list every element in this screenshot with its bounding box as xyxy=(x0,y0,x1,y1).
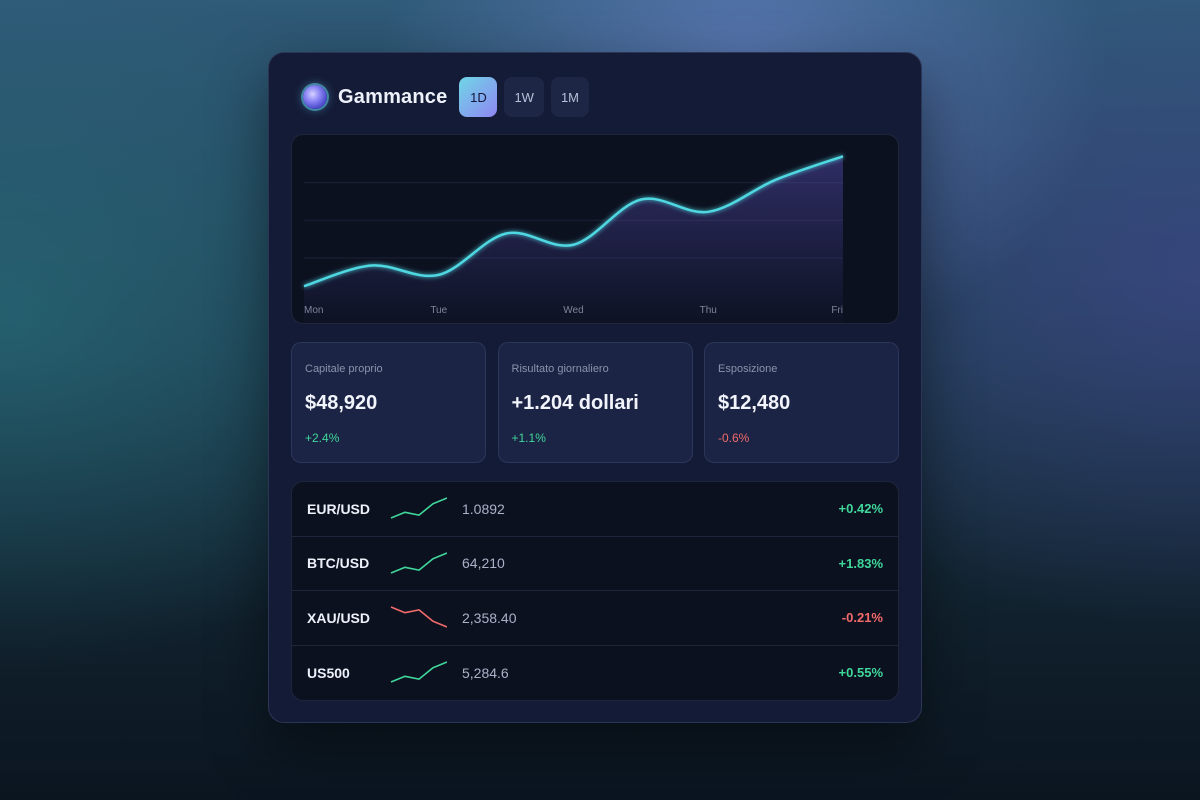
sparkline-icon xyxy=(390,660,447,683)
chart-series-line xyxy=(303,155,844,288)
stat-value: $48,920 xyxy=(305,392,378,414)
ticker-change: -0.21% xyxy=(841,610,883,626)
tab-1m[interactable]: 1M xyxy=(550,77,589,117)
x-tick-label: Tue xyxy=(430,305,447,316)
ticker-symbol: BTC/USD xyxy=(307,555,370,572)
orb-logo-icon xyxy=(303,85,327,109)
sparkline-icon xyxy=(390,551,447,574)
performance-chart-svg: Mon Tue Wed Thu Fri xyxy=(303,155,844,323)
ticker-price: 64,210 xyxy=(462,555,505,572)
ticker-row[interactable]: EUR/USD 1.0892 +0.42% xyxy=(292,482,898,537)
stat-value: +1.204 dollari xyxy=(511,392,639,414)
brand-name: Gammance xyxy=(338,85,448,108)
stat-card-exposure: Esposizione $12,480 -0.6% xyxy=(704,342,899,463)
stat-value: $12,480 xyxy=(718,392,791,414)
stat-delta: +2.4% xyxy=(305,431,340,445)
sparkline-path xyxy=(390,660,447,683)
stat-delta: -0.6% xyxy=(718,431,750,445)
dashboard-card: Gammance 1D 1W 1M Mon Tue Wed Thu Fri xyxy=(268,52,922,723)
stat-label: Risultato giornaliero xyxy=(511,363,609,375)
stat-label: Esposizione xyxy=(718,363,778,375)
stat-label: Capitale proprio xyxy=(305,363,383,375)
x-tick-label: Wed xyxy=(563,305,583,316)
x-tick-label: Thu xyxy=(700,305,717,316)
ticker-row[interactable]: US500 5,284.6 +0.55% xyxy=(292,646,898,701)
sparkline-path xyxy=(390,606,447,628)
sparkline-path xyxy=(390,551,447,574)
ticker-change: +0.55% xyxy=(838,665,883,681)
sparkline-icon xyxy=(390,497,447,519)
ticker-change: +0.42% xyxy=(838,501,883,517)
ticker-list: EUR/USD 1.0892 +0.42% BTC/USD 64,210 +1.… xyxy=(291,481,899,701)
ticker-price: 1.0892 xyxy=(462,500,505,517)
stat-card-equity: Capitale proprio $48,920 +2.4% xyxy=(291,342,486,463)
performance-chart: Mon Tue Wed Thu Fri xyxy=(291,134,899,324)
ticker-row[interactable]: BTC/USD 64,210 +1.83% xyxy=(292,537,898,591)
x-tick-label: Mon xyxy=(304,305,323,316)
x-tick-label: Fri xyxy=(831,305,843,316)
stat-delta: +1.1% xyxy=(511,431,546,445)
ticker-price: 2,358.40 xyxy=(462,609,517,626)
ticker-row[interactable]: XAU/USD 2,358.40 -0.21% xyxy=(292,591,898,646)
ticker-symbol: EUR/USD xyxy=(307,500,371,517)
tab-1w[interactable]: 1W xyxy=(504,77,544,117)
stat-card-daily-result: Risultato giornaliero +1.204 dollari +1.… xyxy=(497,342,693,463)
sparkline-icon xyxy=(390,606,447,628)
sparkline-path xyxy=(390,497,447,519)
tab-1d[interactable]: 1D xyxy=(459,77,498,117)
chart-area-fill xyxy=(304,156,843,323)
ticker-change: +1.83% xyxy=(838,555,883,571)
header: Gammance 1D 1W 1M xyxy=(303,77,596,117)
stats-row: Capitale proprio $48,920 +2.4% Risultato… xyxy=(291,342,899,463)
ticker-symbol: XAU/USD xyxy=(307,609,371,626)
ticker-price: 5,284.6 xyxy=(462,664,509,681)
ticker-symbol: US500 xyxy=(307,664,350,681)
